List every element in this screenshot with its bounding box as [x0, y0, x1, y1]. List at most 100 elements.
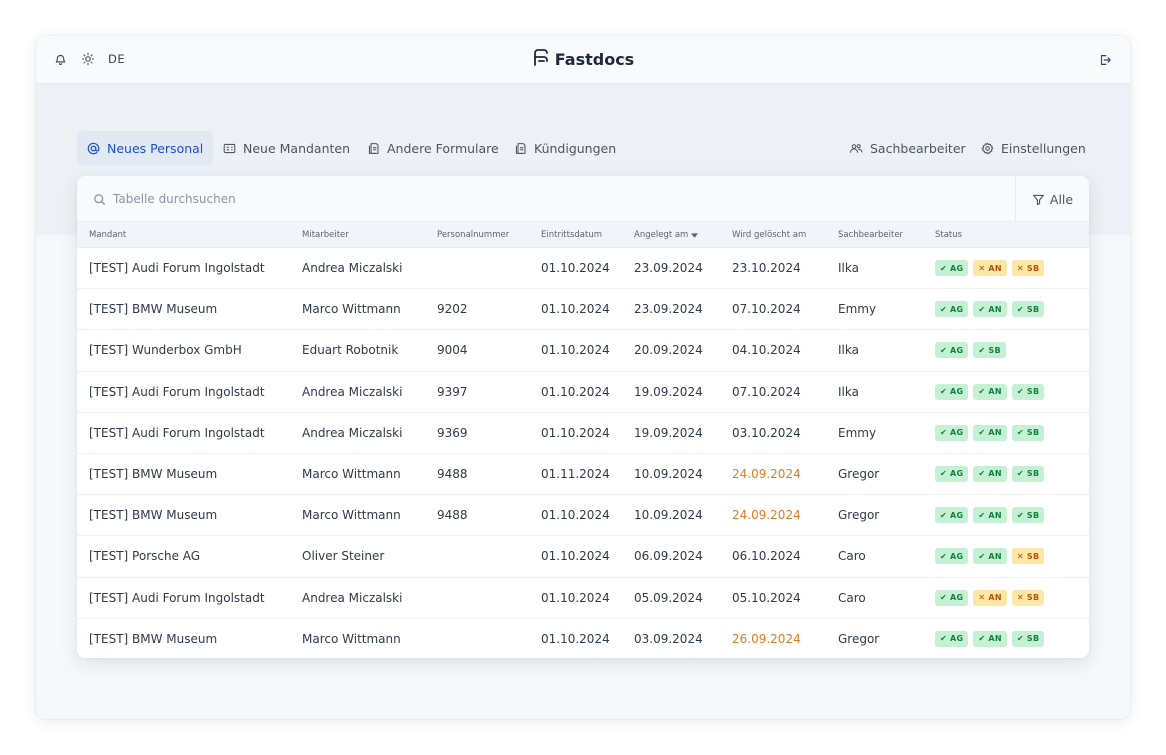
table-row[interactable]: [TEST] Audi Forum Ingolstadt Andrea Micza… [77, 578, 1089, 619]
cell-mitarbeiter: Oliver Steiner [302, 549, 385, 564]
tab-label: Neues Personal [107, 140, 204, 156]
search-input[interactable] [113, 176, 973, 222]
status-badge-label: AN [988, 304, 1002, 314]
x-icon: ✕ [978, 593, 986, 602]
status-badge-ag: ✔ AG [935, 465, 969, 482]
cell-sachbearbeiter: Gregor [838, 466, 880, 481]
cell-wird-geloescht-am: 07.10.2024 [732, 302, 801, 317]
column-header-status[interactable]: Status [935, 230, 963, 240]
status-badge-sb: ✔ SB [1011, 383, 1045, 400]
fastdocs-logo-icon [532, 48, 549, 71]
filter-button[interactable]: Alle [1015, 176, 1089, 222]
sun-icon[interactable] [80, 51, 96, 67]
forms-icon [515, 142, 526, 154]
status-badge-label: SB [1026, 304, 1040, 314]
status-badge-an: ✕ AN [973, 260, 1007, 276]
status-badges: ✔ AG ✔ AN ✔ SB [935, 383, 1045, 400]
logout-icon[interactable] [1098, 52, 1114, 68]
tab-neue-mandanten[interactable]: Neue Mandanten [213, 131, 360, 165]
column-header-mandant[interactable]: Mandant [89, 230, 127, 240]
tab-sachbearbeiter[interactable]: Sachbearbeiter [839, 131, 976, 165]
cell-mandant: [TEST] Audi Forum Ingolstadt [89, 590, 265, 605]
search-icon [93, 191, 106, 210]
cell-angelegt-am: 20.09.2024 [634, 343, 703, 358]
status-badge-label: AN [988, 551, 1002, 561]
cell-sachbearbeiter: Ilka [838, 343, 859, 358]
id-card-icon [223, 143, 236, 153]
column-header-eintrittsdatum[interactable]: Eintrittsdatum [541, 230, 603, 240]
status-badge-label: SB [988, 345, 1001, 355]
column-header-wird-geloescht-am[interactable]: Wird gelöscht am [732, 230, 807, 240]
column-header-personalnummer[interactable]: Personalnummer [437, 230, 510, 240]
table-row[interactable]: [TEST] Audi Forum Ingolstadt Andrea Micza… [77, 413, 1089, 454]
brand: Fastdocs [36, 48, 1130, 71]
cell-mandant: [TEST] Audi Forum Ingolstadt [89, 384, 265, 399]
status-badge-label: AN [988, 469, 1002, 479]
check-icon: ✔ [978, 634, 986, 644]
check-icon: ✔ [940, 428, 948, 438]
x-icon: ✕ [978, 263, 986, 273]
column-header-mitarbeiter[interactable]: Mitarbeiter [302, 230, 349, 240]
status-badge-label: AG [950, 634, 964, 644]
status-badges: ✔ AG ✕ AN ✕ SB [935, 260, 1045, 276]
status-badge-ag: ✔ AG [935, 548, 969, 565]
status-badge-label: AG [950, 551, 964, 561]
check-icon: ✔ [940, 387, 948, 397]
tab-einstellungen[interactable]: Einstellungen [971, 131, 1096, 165]
status-badge-label: SB [1026, 593, 1040, 602]
tab-label: Sachbearbeiter [870, 140, 966, 156]
table-header: Mandant Mitarbeiter Personalnummer Eintr… [77, 222, 1089, 248]
table-row[interactable]: [TEST] BMW Museum Marco Wittmann 9202 01.10… [77, 289, 1089, 331]
check-icon: ✔ [978, 510, 986, 520]
check-icon: ✔ [940, 510, 948, 520]
cell-wird-geloescht-am: 24.09.2024 [732, 508, 801, 523]
check-icon: ✔ [978, 387, 986, 397]
status-badge-ag: ✔ AG [935, 301, 969, 318]
cell-mitarbeiter: Marco Wittmann [302, 508, 401, 523]
cell-mitarbeiter: Marco Wittmann [302, 466, 401, 481]
status-badge-label: SB [1026, 387, 1040, 397]
tab-neues-personal[interactable]: Neues Personal [77, 131, 214, 165]
language-switch[interactable]: DE [108, 52, 126, 66]
bell-icon[interactable] [52, 51, 68, 67]
status-badge-ag: ✔ AG [935, 424, 969, 441]
tab-andere-formulare[interactable]: Andere Formulare [357, 131, 509, 165]
status-badge-label: AG [950, 387, 964, 397]
check-icon: ✔ [978, 304, 986, 314]
table-row[interactable]: [TEST] Audi Forum Ingolstadt Andrea Micza… [77, 372, 1089, 413]
table-row[interactable]: [TEST] Audi Forum Ingolstadt Andrea Micza… [77, 248, 1089, 290]
table-row[interactable]: [TEST] Porsche AG Oliver Steiner 01.10.202… [77, 536, 1089, 578]
status-badge-label: AN [988, 428, 1002, 438]
cell-wird-geloescht-am: 07.10.2024 [732, 384, 801, 399]
status-badge-sb: ✕ SB [1011, 548, 1045, 565]
table-row[interactable]: [TEST] BMW Museum Marco Wittmann 9488 01.10… [77, 495, 1089, 537]
status-badge-an: ✔ AN [973, 465, 1007, 482]
tab-kuendigungen[interactable]: Kündigungen [504, 131, 626, 165]
status-badge-label: SB [1026, 510, 1040, 520]
check-icon: ✔ [978, 345, 986, 355]
cell-mitarbeiter: Andrea Miczalski [302, 590, 403, 605]
sort-down-icon [691, 232, 699, 238]
check-icon: ✔ [978, 428, 986, 438]
status-badges: ✔ AG ✔ AN ✔ SB [935, 424, 1045, 441]
cell-personalnummer: 9369 [437, 425, 468, 440]
check-icon: ✔ [940, 469, 948, 479]
check-icon: ✔ [940, 634, 948, 644]
cell-angelegt-am: 10.09.2024 [634, 508, 703, 523]
table-row[interactable]: [TEST] BMW Museum Marco Wittmann 9488 01.11… [77, 454, 1089, 496]
status-badge-label: AG [950, 263, 964, 273]
status-badge-label: AG [950, 345, 964, 355]
table-row[interactable]: [TEST] Wunderbox GmbH Eduart Robotnik 9004… [77, 330, 1089, 372]
status-badge-label: AG [950, 304, 964, 314]
cell-mitarbeiter: Andrea Miczalski [302, 384, 403, 399]
column-header-angelegt-am[interactable]: Angelegt am [634, 230, 699, 240]
search-bar: Alle [77, 176, 1089, 222]
tab-bar: Neues Personal Neue Mandanten Andere For… [77, 131, 1089, 165]
table-row[interactable]: [TEST] BMW Museum Marco Wittmann 01.10.202… [77, 619, 1089, 658]
users-icon [850, 143, 863, 153]
column-header-sachbearbeiter[interactable]: Sachbearbeiter [838, 230, 904, 240]
cell-eintrittsdatum: 01.10.2024 [541, 384, 610, 399]
cell-mandant: [TEST] Porsche AG [89, 549, 201, 564]
check-icon: ✔ [978, 551, 986, 561]
cell-wird-geloescht-am: 24.09.2024 [732, 466, 801, 481]
